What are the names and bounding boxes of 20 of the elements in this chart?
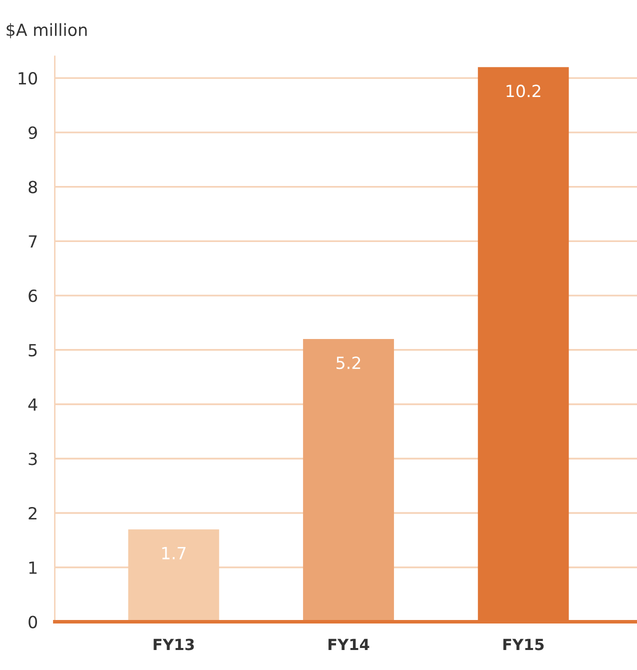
x-tick-label: FY15 (503, 638, 544, 650)
y-tick-label: 1 (29, 562, 37, 574)
y-tick-label: 2 (28, 506, 36, 520)
x-tick-label: FY14 (328, 638, 370, 650)
y-tick-label: 3 (28, 452, 37, 466)
y-tick-label: 6 (28, 289, 38, 302)
y-tick-label: 5 (28, 344, 37, 356)
y-tick-label: 9 (28, 126, 37, 139)
y-axis-title: $A million (6, 23, 87, 38)
x-tick-label: FY13 (154, 638, 194, 650)
y-tick-label: 4 (28, 398, 38, 411)
data-label: 1.7 (162, 547, 186, 560)
y-tick-label: 7 (28, 235, 37, 248)
data-label: 10.2 (506, 84, 540, 98)
data-label: 5.2 (336, 356, 360, 370)
y-tick-label: 10 (18, 72, 38, 85)
bar (303, 339, 394, 622)
y-tick-label: 8 (28, 180, 37, 194)
bar (128, 529, 220, 622)
y-tick-label: 0 (28, 616, 38, 628)
